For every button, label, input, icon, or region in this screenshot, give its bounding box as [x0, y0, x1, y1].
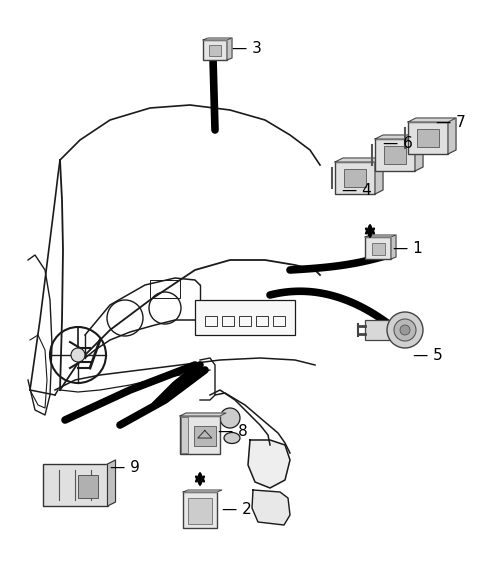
Polygon shape [391, 235, 396, 259]
Bar [205, 316, 217, 326]
Ellipse shape [224, 433, 240, 444]
Bar [273, 316, 285, 326]
Bar [78, 475, 98, 498]
Bar [150, 280, 180, 298]
Bar [181, 417, 188, 453]
Polygon shape [252, 490, 290, 525]
Bar [222, 316, 234, 326]
Polygon shape [448, 118, 456, 154]
Bar [335, 162, 375, 194]
Bar [194, 426, 216, 445]
Bar [408, 122, 448, 154]
Bar [344, 169, 366, 187]
Polygon shape [180, 413, 226, 416]
Bar [375, 139, 415, 171]
Bar [372, 242, 384, 255]
Bar [365, 320, 393, 340]
Polygon shape [108, 460, 116, 506]
Polygon shape [415, 135, 423, 171]
Bar [239, 316, 251, 326]
Polygon shape [227, 38, 232, 60]
Text: — 9: — 9 [110, 461, 140, 476]
Text: — 2: — 2 [222, 503, 252, 517]
Text: — 8: — 8 [218, 425, 248, 439]
Circle shape [400, 325, 410, 335]
Polygon shape [248, 440, 290, 488]
Circle shape [387, 312, 423, 348]
Text: — 4: — 4 [342, 182, 372, 197]
Bar [188, 498, 212, 523]
Polygon shape [375, 135, 423, 139]
Polygon shape [408, 118, 456, 122]
Bar [183, 492, 217, 528]
Bar [43, 464, 108, 506]
Text: — 3: — 3 [232, 40, 262, 56]
Bar [417, 129, 439, 147]
Circle shape [71, 348, 85, 362]
Polygon shape [335, 158, 383, 162]
Bar [203, 40, 227, 60]
Polygon shape [375, 158, 383, 194]
Circle shape [220, 408, 240, 428]
Polygon shape [365, 235, 396, 237]
Polygon shape [183, 490, 222, 492]
Bar [384, 146, 406, 164]
Text: — 5: — 5 [413, 347, 443, 362]
Text: — 6: — 6 [383, 136, 413, 150]
Bar [209, 45, 221, 56]
Polygon shape [203, 38, 232, 40]
Bar [365, 237, 391, 259]
Text: — 1: — 1 [393, 241, 423, 255]
Bar [195, 300, 295, 335]
Bar [180, 416, 220, 454]
Text: — 7: — 7 [436, 114, 466, 130]
Circle shape [394, 319, 416, 341]
Bar [256, 316, 268, 326]
